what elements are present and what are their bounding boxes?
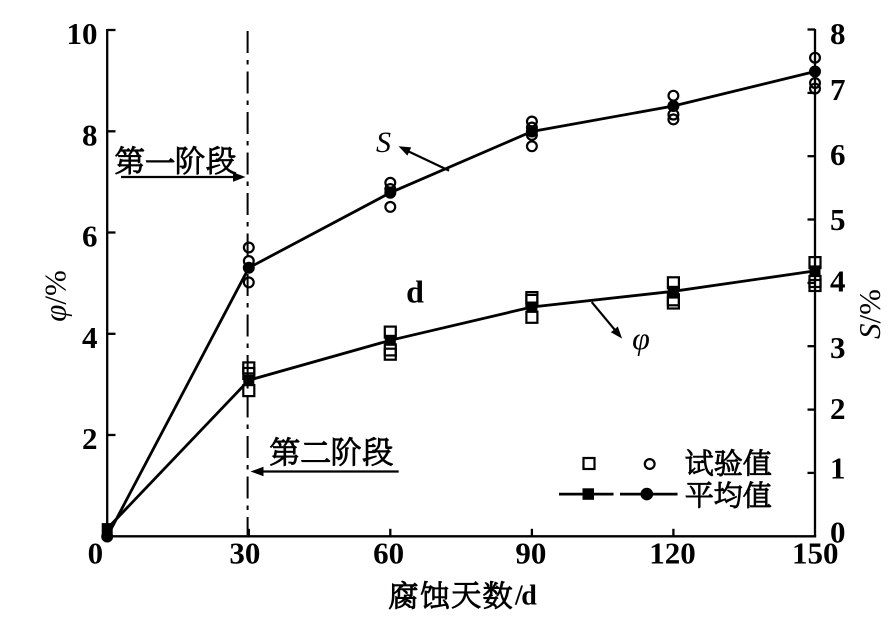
- svg-text:φ: φ: [632, 320, 650, 356]
- svg-text:30: 30: [229, 536, 260, 571]
- svg-text:φ/%: φ/%: [37, 270, 72, 322]
- svg-text:60: 60: [373, 536, 404, 571]
- svg-text:6: 6: [830, 137, 846, 172]
- svg-text:3: 3: [830, 330, 846, 365]
- svg-text:0: 0: [830, 515, 846, 550]
- svg-text:S: S: [376, 126, 391, 159]
- svg-text:8: 8: [830, 16, 846, 51]
- svg-text:90: 90: [515, 536, 546, 571]
- svg-text:6: 6: [82, 219, 98, 254]
- svg-text:150: 150: [792, 536, 839, 571]
- svg-text:120: 120: [649, 536, 696, 571]
- svg-text:4: 4: [82, 320, 98, 355]
- svg-text:1: 1: [830, 451, 846, 486]
- svg-text:4: 4: [830, 264, 846, 299]
- svg-text:8: 8: [82, 117, 98, 152]
- svg-text:d: d: [406, 274, 424, 310]
- svg-text:/d: /d: [514, 581, 537, 612]
- svg-text:2: 2: [82, 421, 98, 456]
- svg-text:S/%: S/%: [852, 289, 887, 339]
- svg-text:7: 7: [830, 72, 846, 107]
- svg-text:5: 5: [830, 202, 846, 237]
- svg-text:2: 2: [830, 391, 846, 426]
- svg-text:0: 0: [88, 536, 104, 571]
- svg-text:10: 10: [67, 16, 98, 51]
